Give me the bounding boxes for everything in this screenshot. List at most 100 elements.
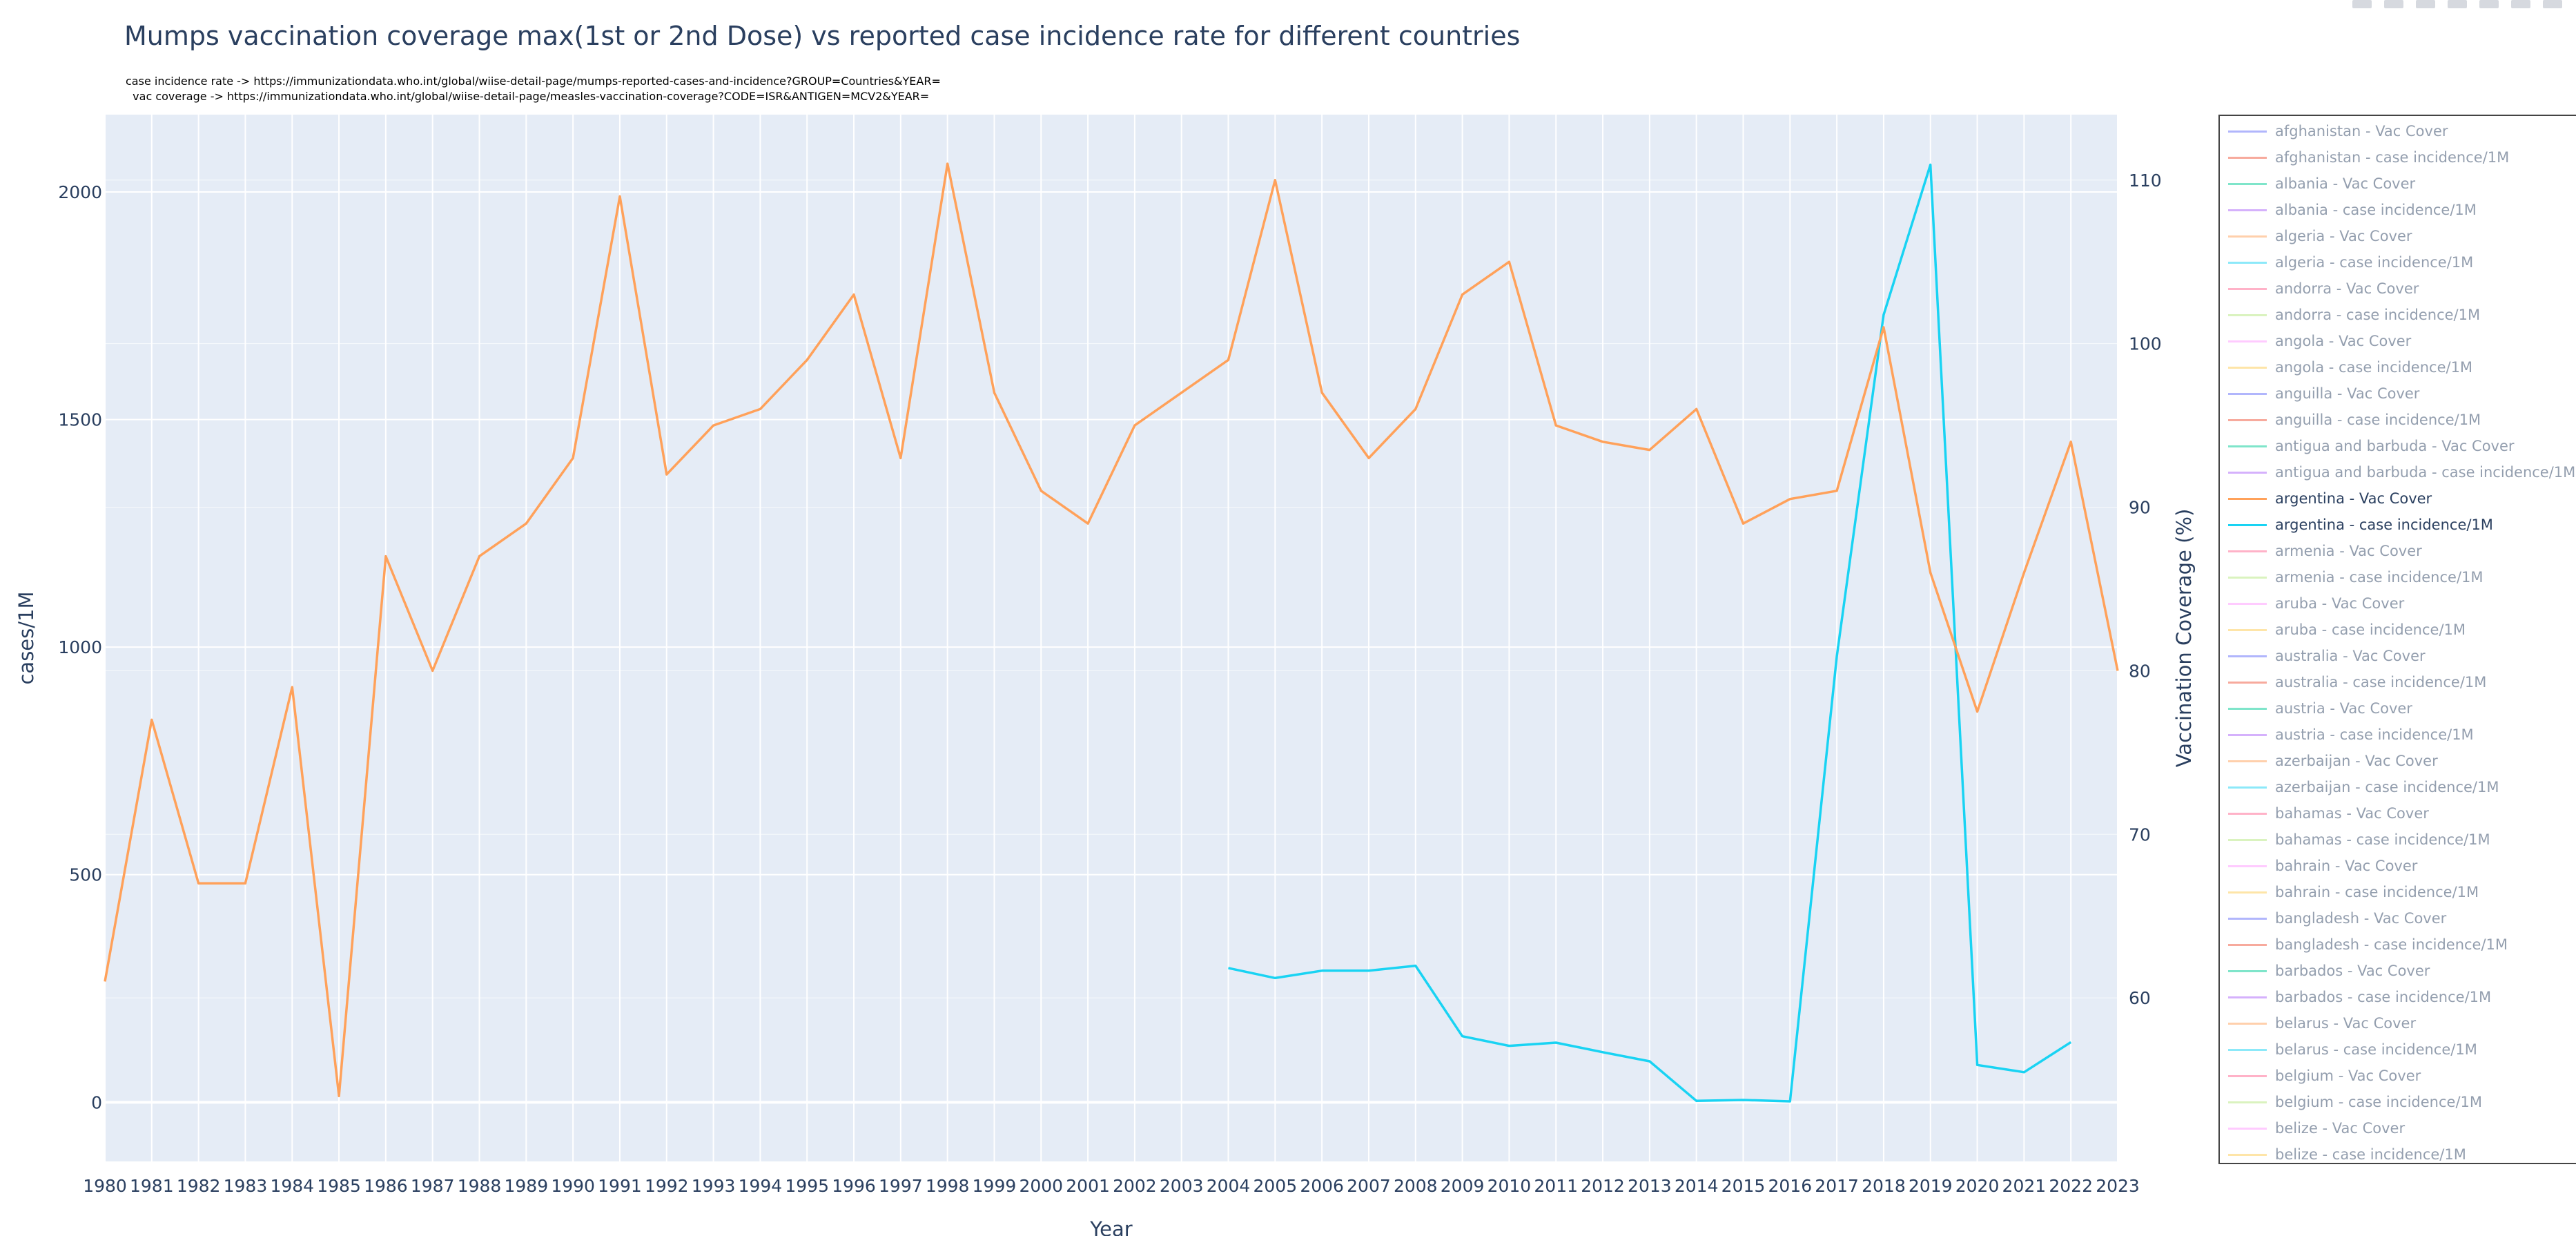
legend-item[interactable]: albania - Vac Cover [2220, 171, 2576, 197]
legend-item[interactable]: bangladesh - case incidence/1M [2220, 931, 2576, 958]
axis-layer: 1980 1981 1982 1983 1984 1985 1986 1987 1988 1989… [14, 171, 2196, 1236]
x-tick-label: 2006 [1300, 1176, 1344, 1196]
x-tick-label: 1993 [692, 1176, 736, 1196]
legend-item[interactable]: angola - Vac Cover [2220, 328, 2576, 354]
legend-swatch [2228, 917, 2267, 920]
legend-label: aruba - case incidence/1M [2275, 621, 2466, 638]
legend-item[interactable]: barbados - Vac Cover [2220, 958, 2576, 984]
zoom-icon[interactable] [2384, 0, 2403, 8]
legend-swatch [2228, 1022, 2267, 1025]
legend-item[interactable]: argentina - Vac Cover [2220, 485, 2576, 512]
y-axis-label: cases/1M [14, 591, 38, 684]
legend-item[interactable]: austria - case incidence/1M [2220, 722, 2576, 748]
x-tick-label: 2003 [1160, 1176, 1204, 1196]
x-tick-label: 2015 [1721, 1176, 1766, 1196]
legend-item[interactable]: algeria - Vac Cover [2220, 223, 2576, 249]
reset-axes-icon[interactable] [2543, 0, 2562, 8]
legend-item[interactable]: afghanistan - case incidence/1M [2220, 144, 2576, 171]
legend-label: azerbaijan - case incidence/1M [2275, 779, 2499, 795]
legend-item[interactable]: argentina - case incidence/1M [2220, 512, 2576, 538]
x-tick-label: 2005 [1253, 1176, 1298, 1196]
autoscale-icon[interactable] [2511, 0, 2530, 8]
legend-item[interactable]: barbados - case incidence/1M [2220, 984, 2576, 1010]
legend-label: anguilla - Vac Cover [2275, 385, 2420, 402]
legend-item[interactable]: antigua and barbuda - case incidence/1M [2220, 459, 2576, 485]
legend-item[interactable]: belarus - Vac Cover [2220, 1010, 2576, 1036]
x-tick-label: 1983 [224, 1176, 268, 1196]
legend-swatch [2228, 1153, 2267, 1156]
legend-item[interactable]: angola - case incidence/1M [2220, 354, 2576, 380]
legend-swatch [2228, 576, 2267, 579]
legend-label: argentina - Vac Cover [2275, 490, 2432, 507]
legend-item[interactable]: azerbaijan - case incidence/1M [2220, 774, 2576, 800]
x-tick-label: 1994 [739, 1176, 783, 1196]
x-tick-label: 2008 [1394, 1176, 1438, 1196]
legend-label: barbados - Vac Cover [2275, 963, 2430, 979]
legend-item[interactable]: bahrain - case incidence/1M [2220, 879, 2576, 905]
legend-item[interactable]: australia - case incidence/1M [2220, 669, 2576, 695]
legend-swatch [2228, 471, 2267, 474]
legend-label: bahamas - case incidence/1M [2275, 831, 2490, 848]
legend-item[interactable]: albania - case incidence/1M [2220, 197, 2576, 223]
legend-label: bahrain - Vac Cover [2275, 858, 2418, 874]
legend-item[interactable]: bahamas - case incidence/1M [2220, 827, 2576, 853]
zoom-in-icon[interactable] [2448, 0, 2467, 8]
y2-tick-label: 60 [2129, 988, 2151, 1008]
legend-swatch [2228, 655, 2267, 657]
y2-tick-label: 80 [2129, 661, 2151, 681]
x-tick-label: 2014 [1675, 1176, 1719, 1196]
legend-item[interactable]: belgium - case incidence/1M [2220, 1089, 2576, 1115]
legend-item[interactable]: aruba - Vac Cover [2220, 590, 2576, 617]
legend-swatch [2228, 943, 2267, 946]
x-tick-label: 1991 [598, 1176, 642, 1196]
legend-item[interactable]: armenia - Vac Cover [2220, 538, 2576, 564]
x-tick-label: 1986 [364, 1176, 408, 1196]
legend-label: anguilla - case incidence/1M [2275, 412, 2481, 428]
legend-item[interactable]: anguilla - Vac Cover [2220, 380, 2576, 407]
legend-item[interactable]: belarus - case incidence/1M [2220, 1036, 2576, 1063]
legend-item[interactable]: austria - Vac Cover [2220, 695, 2576, 722]
x-tick-label: 2021 [2002, 1176, 2047, 1196]
legend-label: austria - Vac Cover [2275, 700, 2412, 717]
x-tick-label: 2000 [1019, 1176, 1063, 1196]
legend-label: belarus - Vac Cover [2275, 1015, 2417, 1032]
x-tick-label: 1982 [177, 1176, 221, 1196]
legend-item[interactable]: anguilla - case incidence/1M [2220, 407, 2576, 433]
legend-item[interactable]: belgium - Vac Cover [2220, 1063, 2576, 1089]
pan-icon[interactable] [2416, 0, 2435, 8]
legend-swatch [2228, 602, 2267, 605]
legend[interactable]: afghanistan - Vac Cover afghanistan - cas… [2218, 115, 2576, 1164]
legend-item[interactable]: armenia - case incidence/1M [2220, 564, 2576, 590]
legend-item[interactable]: belize - case incidence/1M [2220, 1141, 2576, 1163]
legend-swatch [2228, 1127, 2267, 1130]
camera-icon[interactable] [2352, 0, 2372, 8]
legend-item[interactable]: andorra - case incidence/1M [2220, 302, 2576, 328]
legend-label: bangladesh - Vac Cover [2275, 910, 2447, 927]
legend-item[interactable]: belize - Vac Cover [2220, 1115, 2576, 1141]
x-tick-label: 1987 [411, 1176, 455, 1196]
legend-swatch [2228, 996, 2267, 998]
legend-item[interactable]: bahrain - Vac Cover [2220, 853, 2576, 879]
legend-label: algeria - case incidence/1M [2275, 254, 2474, 271]
legend-item[interactable]: bahamas - Vac Cover [2220, 800, 2576, 827]
x-tick-label: 2017 [1815, 1176, 1859, 1196]
y-tick-label: 500 [69, 865, 102, 885]
x-tick-label: 2012 [1581, 1176, 1625, 1196]
legend-item[interactable]: bangladesh - Vac Cover [2220, 905, 2576, 931]
x-tick-label: 2018 [1862, 1176, 1906, 1196]
legend-swatch [2228, 340, 2267, 342]
x-tick-label: 2010 [1487, 1176, 1532, 1196]
zoom-out-icon[interactable] [2479, 0, 2499, 8]
legend-item[interactable]: antigua and barbuda - Vac Cover [2220, 433, 2576, 459]
legend-item[interactable]: algeria - case incidence/1M [2220, 249, 2576, 276]
legend-item[interactable]: azerbaijan - Vac Cover [2220, 748, 2576, 774]
legend-item[interactable]: australia - Vac Cover [2220, 643, 2576, 669]
legend-item[interactable]: andorra - Vac Cover [2220, 276, 2576, 302]
legend-item[interactable]: aruba - case incidence/1M [2220, 617, 2576, 643]
legend-swatch [2228, 760, 2267, 762]
x-tick-label: 1984 [270, 1176, 314, 1196]
legend-item[interactable]: afghanistan - Vac Cover [2220, 118, 2576, 144]
x-tick-label: 2002 [1113, 1176, 1157, 1196]
legend-label: bangladesh - case incidence/1M [2275, 936, 2508, 953]
